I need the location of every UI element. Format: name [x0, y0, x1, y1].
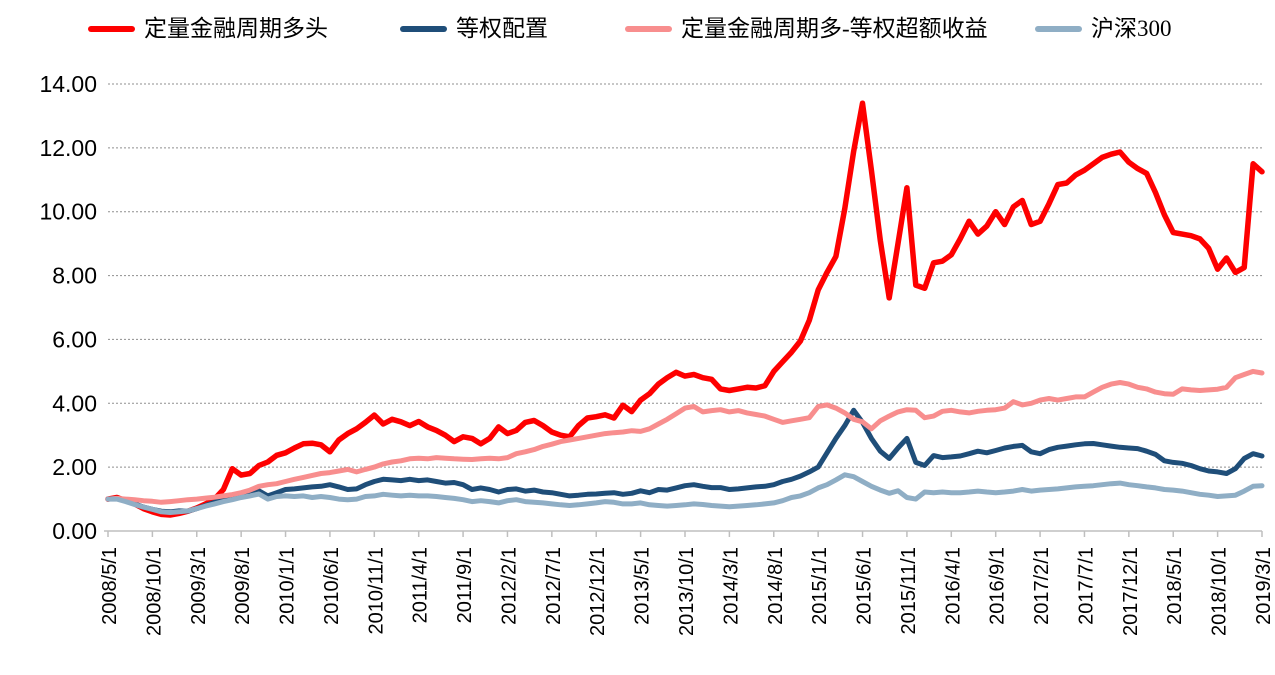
- x-tick-label: 2012/2/1: [498, 547, 520, 625]
- x-tick-label: 2010/11/1: [365, 547, 387, 635]
- x-tick-label: 2008/5/1: [99, 547, 121, 625]
- series-line-3: [105, 472, 1265, 515]
- series-line-1: [105, 407, 1265, 515]
- x-tick-label: 2010/6/1: [321, 547, 343, 625]
- y-tick-label: 2.00: [52, 454, 97, 480]
- y-tick-label: 12.00: [39, 135, 97, 161]
- x-tick-label: 2017/7/1: [1075, 547, 1097, 625]
- legend-item-quant-cycle-long: 定量金融周期多头: [88, 16, 328, 42]
- legend-label: 沪深300: [1091, 16, 1172, 41]
- legend-item-csi300: 沪深300: [1035, 16, 1172, 42]
- x-tick-label: 2010/1/1: [277, 547, 299, 625]
- legend-label: 等权配置: [456, 16, 548, 41]
- x-tick-label: 2017/2/1: [1031, 547, 1053, 625]
- x-tick-label: 2016/4/1: [942, 547, 964, 625]
- x-tick-label: 2012/12/1: [587, 547, 609, 636]
- y-tick-label: 10.00: [39, 199, 97, 225]
- gridlines: [108, 83, 1262, 468]
- legend-label: 定量金融周期多头: [144, 16, 328, 41]
- x-tick-label: 2013/5/1: [632, 547, 654, 625]
- x-tick-label: 2013/10/1: [676, 547, 698, 636]
- y-tick-label: 8.00: [52, 263, 97, 289]
- x-tick-label: 2008/10/1: [143, 547, 165, 636]
- series-line-0: [105, 100, 1265, 518]
- x-tick-label: 2011/4/1: [410, 547, 432, 623]
- x-tick-label: 2014/8/1: [765, 547, 787, 625]
- y-tick-label: 6.00: [52, 326, 97, 352]
- x-tick-label: 2018/5/1: [1164, 547, 1186, 625]
- series-line-2: [105, 368, 1265, 505]
- axes: [104, 530, 1263, 537]
- x-tick-label: 2009/8/1: [232, 547, 254, 625]
- legend-label: 定量金融周期多-等权超额收益: [681, 16, 988, 41]
- x-tick-label: 2015/11/1: [898, 547, 920, 635]
- x-tick-label: 2017/12/1: [1120, 547, 1142, 636]
- x-tick-label: 2011/9/1: [454, 547, 476, 623]
- x-tick-label: 2015/6/1: [854, 547, 876, 625]
- axis-labels: 2008/5/1 2008/10/1 2009/3/1 2009/8/1 2010/1/…: [39, 71, 1275, 636]
- y-tick-label: 4.00: [52, 390, 97, 416]
- x-tick-label: 2016/9/1: [987, 547, 1009, 625]
- legend-item-excess-return: 定量金融周期多-等权超额收益: [625, 16, 988, 42]
- legend-item-equal-weight: 等权配置: [400, 16, 548, 42]
- x-tick-label: 2014/3/1: [720, 547, 742, 625]
- series-lines: [105, 100, 1265, 518]
- legend-swatch-equal-weight: [400, 26, 447, 32]
- legend-swatch-csi300: [1035, 26, 1082, 32]
- legend-swatch-excess-return: [625, 26, 672, 32]
- y-tick-label: 0.00: [52, 518, 97, 544]
- x-tick-label: 2018/10/1: [1209, 547, 1231, 636]
- x-tick-label: 2015/1/1: [809, 547, 831, 625]
- y-tick-label: 14.00: [39, 71, 97, 97]
- legend-swatch-quant-cycle-long: [88, 26, 135, 32]
- x-tick-label: 2012/7/1: [543, 547, 565, 625]
- x-tick-label: 2009/3/1: [188, 547, 210, 625]
- x-tick-label: 2019/3/1: [1253, 547, 1275, 625]
